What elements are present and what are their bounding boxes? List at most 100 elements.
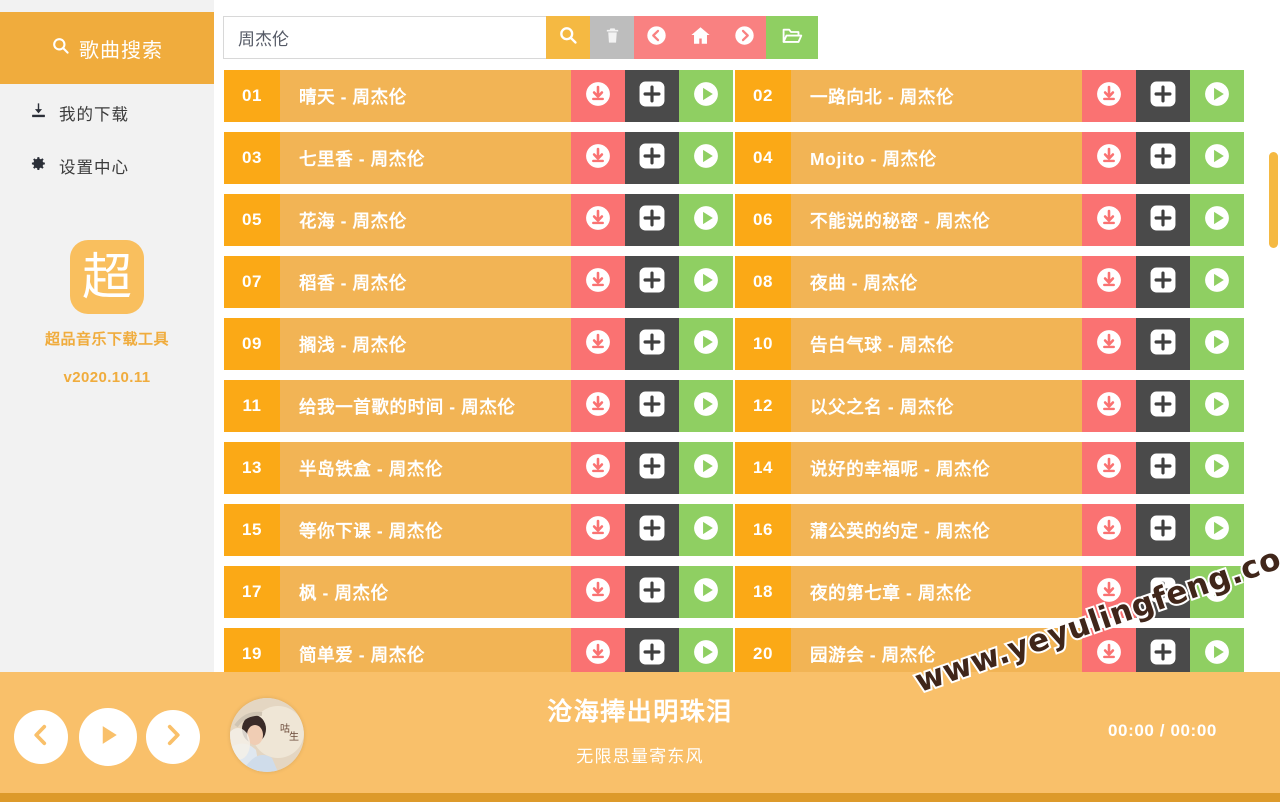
add-song-button[interactable] — [625, 504, 679, 556]
song-row[interactable]: 20 园游会 - 周杰伦 — [735, 628, 1244, 672]
song-row[interactable]: 06 不能说的秘密 - 周杰伦 — [735, 194, 1244, 246]
scrollbar-track[interactable] — [1268, 66, 1280, 666]
play-song-button[interactable] — [679, 318, 733, 370]
song-row[interactable]: 13 半岛铁盒 - 周杰伦 — [224, 442, 733, 494]
progress-bar[interactable] — [0, 793, 1280, 802]
play-song-button[interactable] — [679, 256, 733, 308]
play-song-button[interactable] — [1190, 318, 1244, 370]
download-song-button[interactable] — [571, 70, 625, 122]
song-row[interactable]: 02 一路向北 - 周杰伦 — [735, 70, 1244, 122]
download-song-button[interactable] — [1082, 442, 1136, 494]
sidebar-item-settings[interactable]: 设置中心 — [30, 153, 129, 179]
play-song-button[interactable] — [679, 566, 733, 618]
play-song-button[interactable] — [679, 504, 733, 556]
prev-track-button[interactable] — [14, 710, 68, 764]
play-pause-button[interactable] — [79, 708, 137, 766]
download-song-button[interactable] — [571, 194, 625, 246]
add-song-button[interactable] — [625, 256, 679, 308]
song-row[interactable]: 19 简单爱 - 周杰伦 — [224, 628, 733, 672]
open-folder-button[interactable] — [766, 16, 818, 59]
play-song-button[interactable] — [1190, 628, 1244, 672]
scrollbar-thumb[interactable] — [1269, 152, 1278, 248]
song-row[interactable]: 16 蒲公英的约定 - 周杰伦 — [735, 504, 1244, 556]
play-song-button[interactable] — [679, 194, 733, 246]
next-track-button[interactable] — [146, 710, 200, 764]
song-row[interactable]: 09 搁浅 - 周杰伦 — [224, 318, 733, 370]
add-song-button[interactable] — [1136, 256, 1190, 308]
next-page-button[interactable] — [722, 16, 766, 59]
download-song-button[interactable] — [1082, 194, 1136, 246]
add-song-button[interactable] — [1136, 566, 1190, 618]
add-song-button[interactable] — [1136, 380, 1190, 432]
download-song-button[interactable] — [1082, 70, 1136, 122]
song-row[interactable]: 01 晴天 - 周杰伦 — [224, 70, 733, 122]
add-song-button[interactable] — [1136, 504, 1190, 556]
song-row[interactable]: 17 枫 - 周杰伦 — [224, 566, 733, 618]
add-song-button[interactable] — [625, 442, 679, 494]
download-song-button[interactable] — [1082, 380, 1136, 432]
play-song-button[interactable] — [679, 442, 733, 494]
song-row[interactable]: 14 说好的幸福呢 - 周杰伦 — [735, 442, 1244, 494]
play-song-button[interactable] — [679, 70, 733, 122]
song-row[interactable]: 07 稻香 - 周杰伦 — [224, 256, 733, 308]
song-row[interactable]: 04 Mojito - 周杰伦 — [735, 132, 1244, 184]
song-row[interactable]: 08 夜曲 - 周杰伦 — [735, 256, 1244, 308]
search-button[interactable] — [546, 16, 590, 59]
play-song-button[interactable] — [679, 380, 733, 432]
add-song-button[interactable] — [1136, 194, 1190, 246]
add-song-button[interactable] — [1136, 70, 1190, 122]
add-song-button[interactable] — [625, 194, 679, 246]
play-song-button[interactable] — [1190, 380, 1244, 432]
home-button[interactable] — [678, 16, 722, 59]
add-song-button[interactable] — [625, 380, 679, 432]
download-song-button[interactable] — [1082, 628, 1136, 672]
play-song-button[interactable] — [1190, 566, 1244, 618]
download-song-button[interactable] — [571, 566, 625, 618]
song-row[interactable]: 05 花海 - 周杰伦 — [224, 194, 733, 246]
add-song-button[interactable] — [1136, 442, 1190, 494]
search-input[interactable] — [223, 16, 556, 59]
download-song-button[interactable] — [1082, 132, 1136, 184]
play-song-button[interactable] — [1190, 194, 1244, 246]
add-song-button[interactable] — [1136, 628, 1190, 672]
add-song-button[interactable] — [625, 70, 679, 122]
play-song-button[interactable] — [1190, 70, 1244, 122]
sidebar-item-song-search[interactable]: 歌曲搜索 — [0, 12, 214, 84]
download-song-button[interactable] — [571, 442, 625, 494]
download-song-button[interactable] — [1082, 318, 1136, 370]
play-song-button[interactable] — [679, 132, 733, 184]
download-song-button[interactable] — [571, 628, 625, 672]
song-row[interactable]: 11 给我一首歌的时间 - 周杰伦 — [224, 380, 733, 432]
download-song-button[interactable] — [571, 256, 625, 308]
prev-page-button[interactable] — [634, 16, 678, 59]
download-circle-icon — [585, 205, 611, 236]
song-row[interactable]: 03 七里香 - 周杰伦 — [224, 132, 733, 184]
play-song-button[interactable] — [1190, 504, 1244, 556]
play-song-button[interactable] — [1190, 132, 1244, 184]
download-song-button[interactable] — [571, 380, 625, 432]
play-song-button[interactable] — [679, 628, 733, 672]
add-song-button[interactable] — [625, 318, 679, 370]
sidebar-item-my-downloads[interactable]: 我的下载 — [30, 100, 129, 126]
download-song-button[interactable] — [571, 132, 625, 184]
clear-button[interactable] — [590, 16, 634, 59]
song-row[interactable]: 10 告白气球 - 周杰伦 — [735, 318, 1244, 370]
play-song-button[interactable] — [1190, 442, 1244, 494]
download-song-button[interactable] — [1082, 256, 1136, 308]
song-row[interactable]: 12 以父之名 - 周杰伦 — [735, 380, 1244, 432]
add-song-button[interactable] — [625, 132, 679, 184]
add-song-button[interactable] — [625, 566, 679, 618]
song-row[interactable]: 15 等你下课 - 周杰伦 — [224, 504, 733, 556]
song-row[interactable]: 18 夜的第七章 - 周杰伦 — [735, 566, 1244, 618]
download-song-button[interactable] — [1082, 566, 1136, 618]
download-circle-icon — [585, 577, 611, 608]
add-song-button[interactable] — [1136, 318, 1190, 370]
download-song-button[interactable] — [571, 504, 625, 556]
play-song-button[interactable] — [1190, 256, 1244, 308]
download-song-button[interactable] — [571, 318, 625, 370]
add-song-button[interactable] — [625, 628, 679, 672]
add-song-button[interactable] — [1136, 132, 1190, 184]
song-list[interactable]: 01 晴天 - 周杰伦 02 一路向北 - 周杰伦 03 七里香 - 周杰伦 04 Mojit… — [214, 66, 1280, 672]
player-bar — [0, 672, 1280, 802]
download-song-button[interactable] — [1082, 504, 1136, 556]
